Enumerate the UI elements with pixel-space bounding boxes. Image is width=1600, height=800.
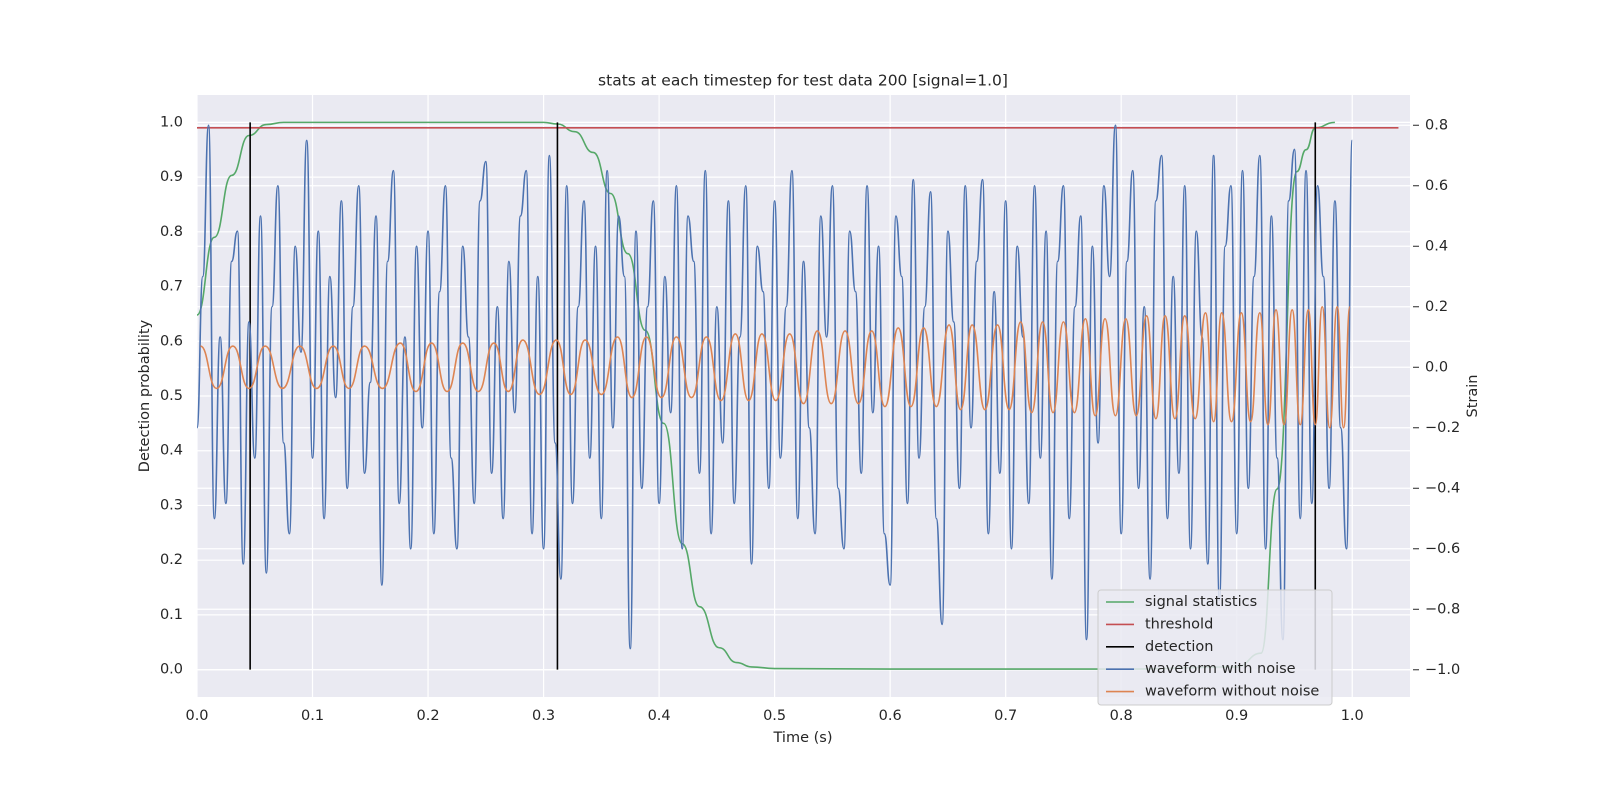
x-tick-label: 0.3 bbox=[532, 708, 555, 724]
series-line bbox=[196, 124, 1354, 650]
y-tick-label: 0.8 bbox=[160, 224, 183, 240]
y2-tick-label: 0.2 bbox=[1425, 299, 1448, 315]
y-axis-label: Detection probability bbox=[137, 319, 153, 472]
y-tick-label: 0.4 bbox=[160, 443, 183, 459]
y2-tick-label: 0.0 bbox=[1425, 359, 1448, 375]
x-tick-label: 0.2 bbox=[417, 708, 440, 724]
x-tick-label: 0.6 bbox=[879, 708, 902, 724]
x-tick-label: 0.4 bbox=[648, 708, 671, 724]
axes: 0.0 0.1 0.2 0.3 0.4 0.5 0.6 0.7 0.8 0.9 1.0 0.0 0.1 0… bbox=[160, 114, 1460, 724]
legend-label: threshold bbox=[1145, 616, 1213, 632]
series-line bbox=[196, 121, 1335, 670]
x-tick-label: 0.7 bbox=[994, 708, 1017, 724]
y-tick-label: 0.1 bbox=[160, 607, 183, 623]
legend-label: detection bbox=[1145, 639, 1213, 655]
y2-tick-label: −0.8 bbox=[1425, 601, 1460, 617]
chart-title: stats at each timestep for test data 200… bbox=[598, 72, 1008, 90]
y2-tick-label: 0.4 bbox=[1425, 238, 1448, 254]
y2-tick-label: −0.4 bbox=[1425, 480, 1460, 496]
x-tick-label: 0.9 bbox=[1225, 708, 1248, 724]
series-line bbox=[200, 305, 1351, 429]
y-tick-label: 0.2 bbox=[160, 552, 183, 568]
y-tick-label: 0.5 bbox=[160, 388, 183, 404]
x-tick-label: 0.0 bbox=[185, 708, 208, 724]
x-tick-label: 0.5 bbox=[763, 708, 786, 724]
y2-tick-label: 0.6 bbox=[1425, 178, 1448, 194]
y-tick-label: 0.6 bbox=[160, 333, 183, 349]
y2-tick-label: −0.2 bbox=[1425, 420, 1460, 436]
x-axis-label: Time (s) bbox=[773, 730, 833, 746]
legend-box bbox=[1097, 589, 1333, 706]
legend-label: signal statistics bbox=[1145, 594, 1257, 610]
y2-axis-label: Strain bbox=[1465, 375, 1481, 418]
legend-label: waveform without noise bbox=[1145, 684, 1319, 700]
x-tick-label: 0.8 bbox=[1110, 708, 1133, 724]
y2-tick-label: −1.0 bbox=[1425, 662, 1460, 678]
y-tick-label: 0.0 bbox=[160, 662, 183, 678]
y2-tick-label: 0.8 bbox=[1425, 117, 1448, 133]
y-tick-label: 0.3 bbox=[160, 497, 183, 513]
y2-tick-label: −0.6 bbox=[1425, 541, 1460, 557]
y-tick-label: 0.7 bbox=[160, 279, 183, 295]
x-tick-label: 0.1 bbox=[301, 708, 324, 724]
y-tick-label: 0.9 bbox=[160, 169, 183, 185]
x-tick-label: 1.0 bbox=[1341, 708, 1364, 724]
grid bbox=[196, 95, 1410, 697]
legend-label: waveform with noise bbox=[1145, 661, 1296, 677]
y-tick-label: 1.0 bbox=[160, 114, 183, 130]
legend: signal statistics threshold detection wavef… bbox=[1097, 589, 1333, 706]
